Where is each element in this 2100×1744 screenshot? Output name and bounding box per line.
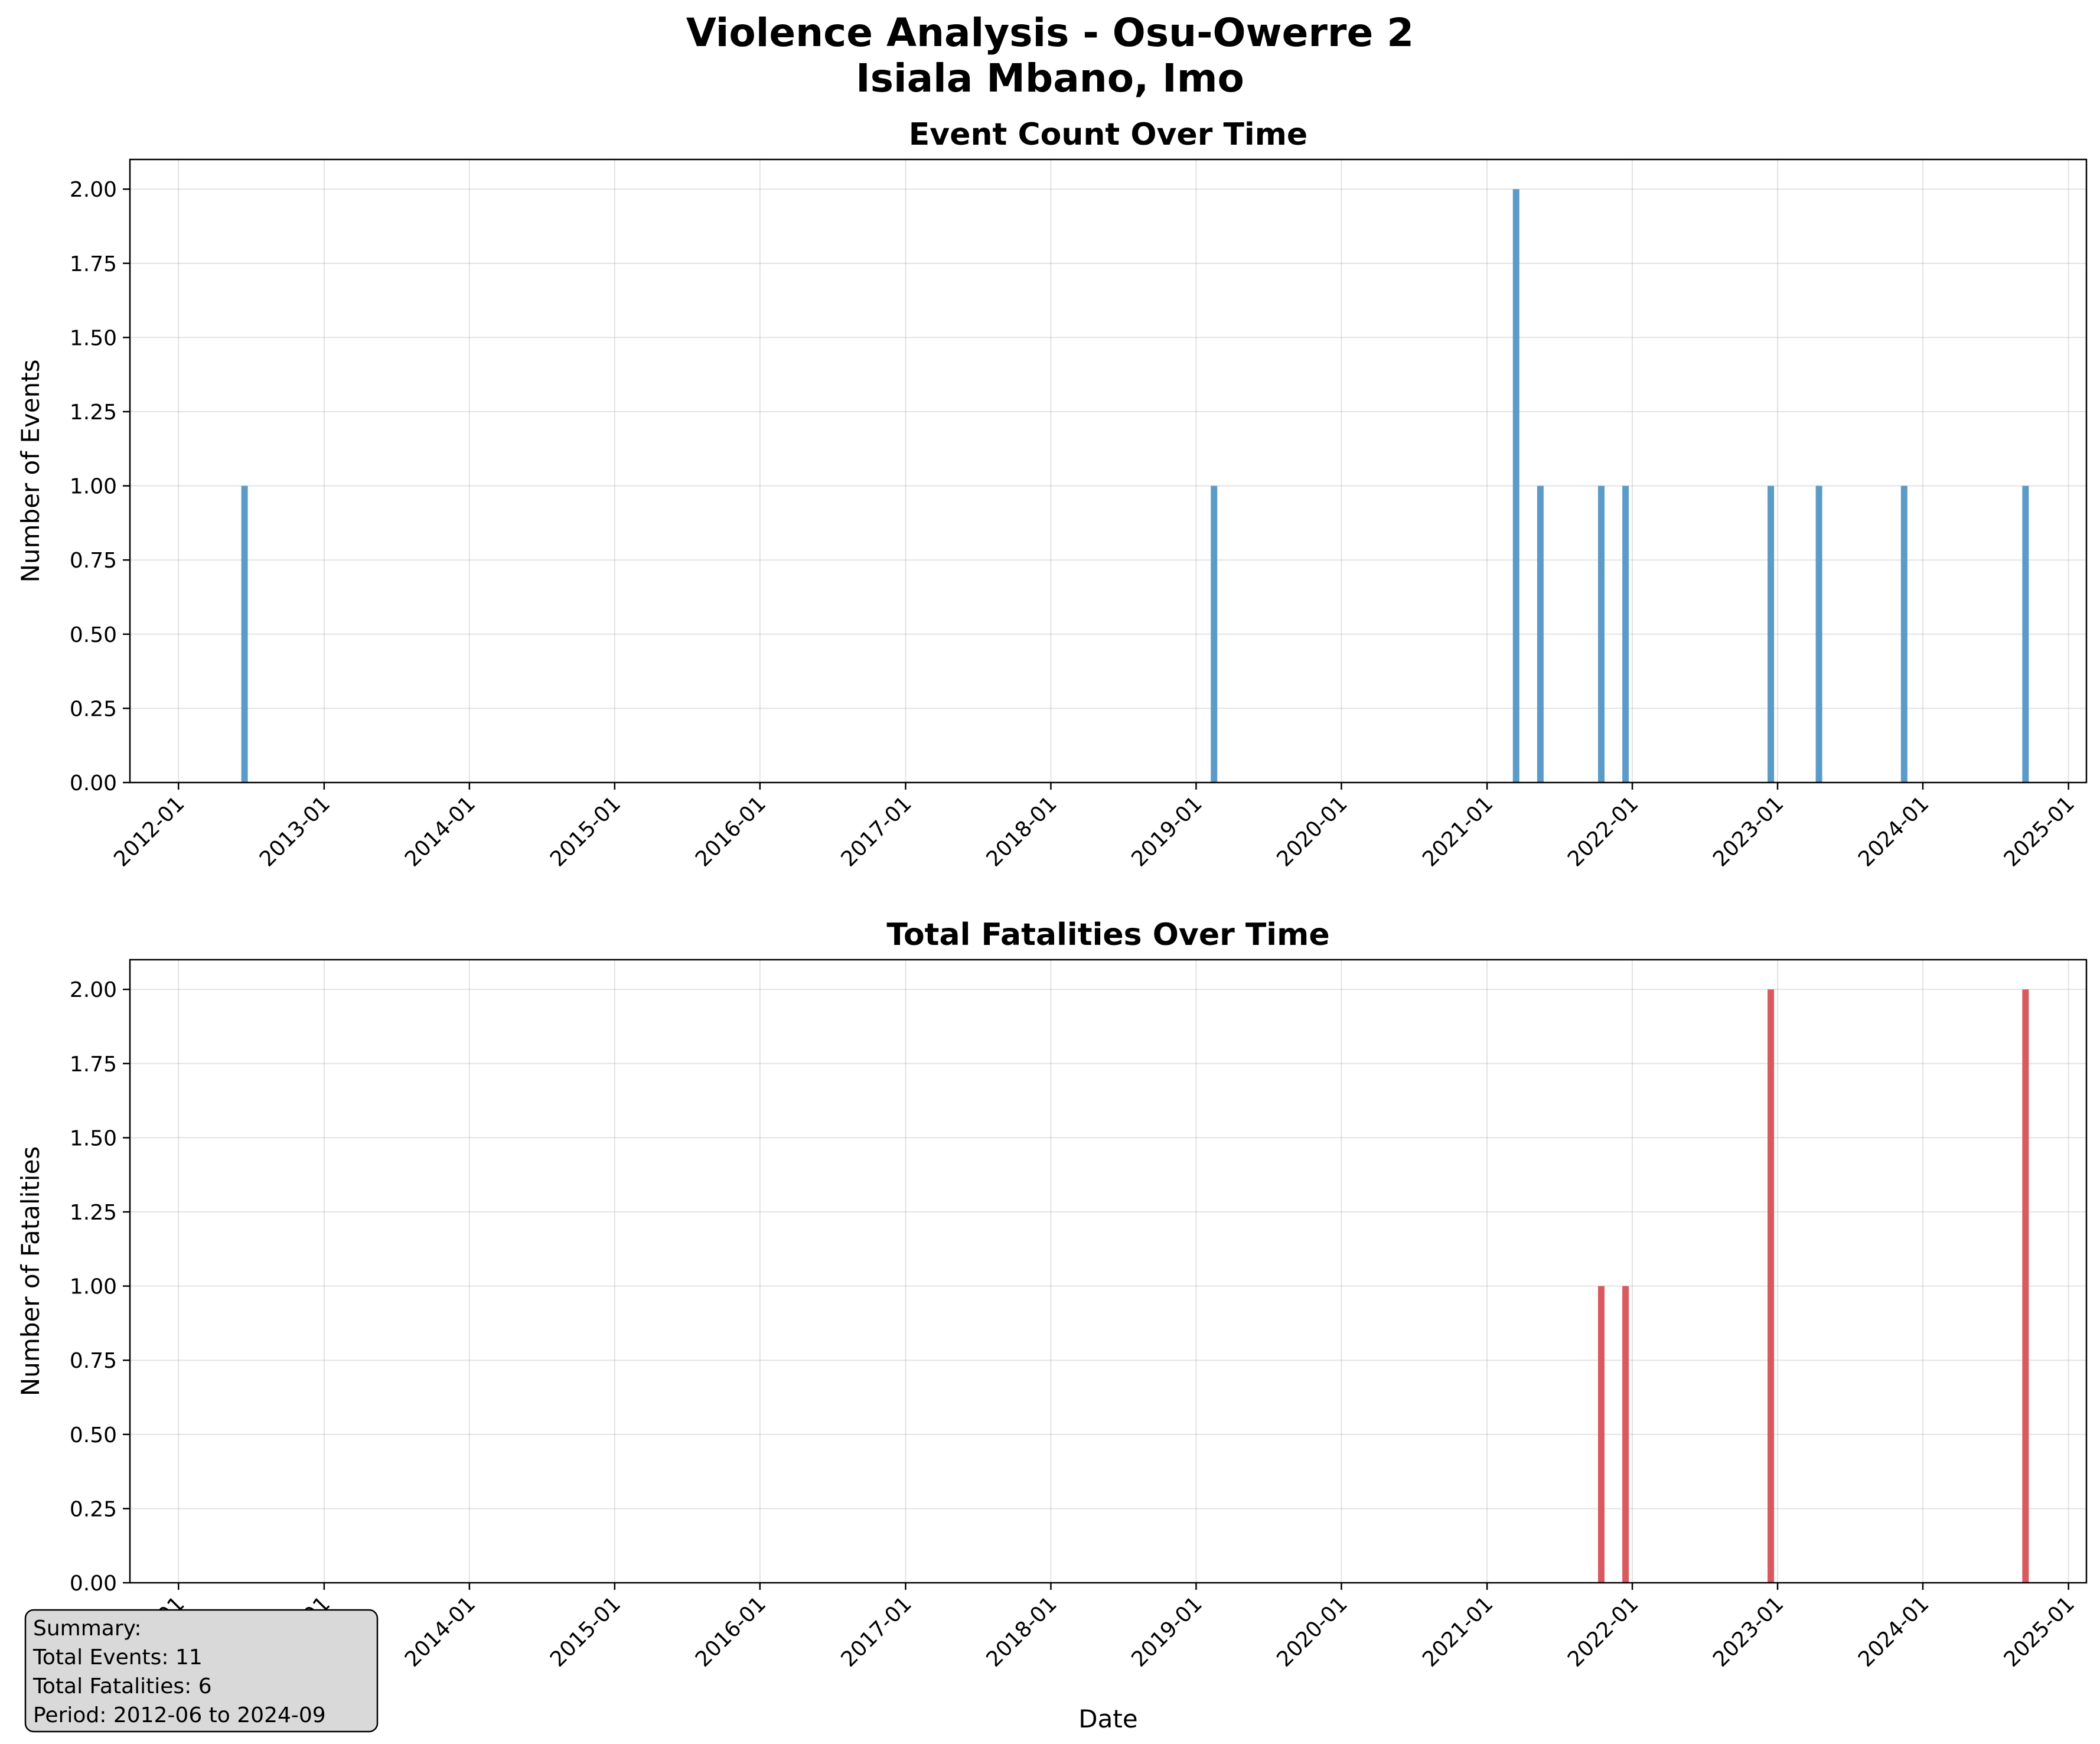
fatalities-ytick-label: 2.00: [70, 978, 117, 1002]
fatalities-xlabel: Date: [1078, 1704, 1137, 1733]
fatalities-bar: [1622, 1286, 1629, 1583]
fatalities-xtick-label: 2017-01: [836, 1592, 916, 1671]
events-ytick-label: 1.00: [70, 475, 117, 499]
fatalities-xtick-label: 2021-01: [1418, 1592, 1498, 1671]
events-xtick-label: 2016-01: [691, 791, 771, 871]
summary-total-events: Total Events: 11: [32, 1645, 203, 1670]
fatalities-xtick-label: 2023-01: [1708, 1592, 1788, 1671]
events-bar: [1597, 485, 1605, 783]
events-xtick-label: 2012-01: [109, 791, 189, 871]
fatalities-ylabel: Number of Fatalities: [16, 1146, 45, 1396]
fatalities-xtick-label: 2016-01: [691, 1592, 771, 1671]
events-ytick-label: 1.25: [70, 400, 117, 425]
events-xtick-label: 2021-01: [1418, 791, 1498, 871]
events-bar: [2022, 485, 2029, 783]
summary-period: Period: 2012-06 to 2024-09: [33, 1703, 326, 1727]
summary-box: Summary: Total Events: 11 Total Fataliti…: [24, 1609, 379, 1733]
figure-title-line1: Violence Analysis - Osu-Owerre 2: [686, 10, 1414, 56]
events-xtick-label: 2015-01: [546, 791, 625, 871]
fatalities-ytick-label: 1.50: [70, 1126, 117, 1150]
fatalities-chart-title: Total Fatalities Over Time: [886, 917, 1329, 953]
events-xtick-label: 2014-01: [400, 791, 480, 871]
events-axes-frame: [129, 158, 2088, 784]
fatalities-xtick-label: 2014-01: [400, 1592, 480, 1671]
events-ylabel: Number of Events: [16, 359, 45, 582]
events-bar: [1622, 485, 1629, 783]
summary-box-background: [24, 1609, 379, 1733]
events-bar: [241, 485, 248, 783]
fatalities-bar: [1597, 1286, 1605, 1583]
events-ytick-label: 0.50: [70, 623, 117, 647]
fatalities-ytick-label: 1.75: [70, 1052, 117, 1077]
fatalities-ytick-label: 0.50: [70, 1423, 117, 1448]
events-xtick-label: 2022-01: [1563, 791, 1643, 871]
events-bar: [1211, 485, 1218, 783]
fatalities-xtick-label: 2025-01: [2000, 1592, 2079, 1671]
events-bar: [1512, 189, 1519, 783]
events-chart-title: Event Count Over Time: [909, 117, 1307, 152]
events-xtick-label: 2018-01: [981, 791, 1061, 871]
events-xtick-label: 2025-01: [2000, 791, 2079, 871]
events-xtick-label: 2013-01: [255, 791, 335, 871]
summary-total-fatalities: Total Fatalities: 6: [32, 1674, 212, 1699]
figure-title-line2: Isiala Mbano, Imo: [856, 56, 1244, 101]
events-ytick-label: 0.00: [70, 771, 117, 796]
fatalities-xtick-label: 2019-01: [1127, 1592, 1206, 1671]
fatalities-bar: [2022, 989, 2029, 1583]
fatalities-axes-frame: [129, 959, 2088, 1584]
events-xtick-label: 2024-01: [1854, 791, 1933, 871]
events-xtick-label: 2017-01: [836, 791, 916, 871]
events-ytick-label: 0.75: [70, 549, 117, 573]
events-xtick-label: 2019-01: [1127, 791, 1206, 871]
events-ytick-label: 0.25: [70, 697, 117, 721]
fatalities-xtick-label: 2024-01: [1854, 1592, 1933, 1671]
fatalities-xtick-label: 2015-01: [546, 1592, 625, 1671]
fatalities-ytick-label: 0.75: [70, 1349, 117, 1373]
events-bar: [1537, 485, 1544, 783]
events-ytick-label: 1.50: [70, 326, 117, 350]
fatalities-xtick-label: 2018-01: [981, 1592, 1061, 1671]
fatalities-ytick-label: 0.00: [70, 1572, 117, 1596]
event-count-panel: 0.00 0.25 0.50 0.75 1.00 1.25 1.50 1.75 2.00 2012…: [16, 117, 2088, 872]
fatalities-ytick-label: 1.25: [70, 1201, 117, 1225]
events-bar: [1900, 485, 1907, 783]
fatalities-bar: [1768, 989, 1775, 1583]
fatalities-xtick-label: 2020-01: [1272, 1592, 1352, 1671]
fatalities-ytick-label: 0.25: [70, 1497, 117, 1521]
events-bar: [1768, 485, 1775, 783]
events-ytick-label: 2.00: [70, 178, 117, 202]
events-xtick-label: 2023-01: [1708, 791, 1788, 871]
events-xtick-label: 2020-01: [1272, 791, 1352, 871]
summary-label: Summary:: [33, 1616, 141, 1641]
fatalities-ytick-label: 1.00: [70, 1275, 117, 1299]
events-bar: [1815, 485, 1822, 783]
events-ytick-label: 1.75: [70, 252, 117, 276]
fatalities-xtick-label: 2022-01: [1563, 1592, 1643, 1671]
